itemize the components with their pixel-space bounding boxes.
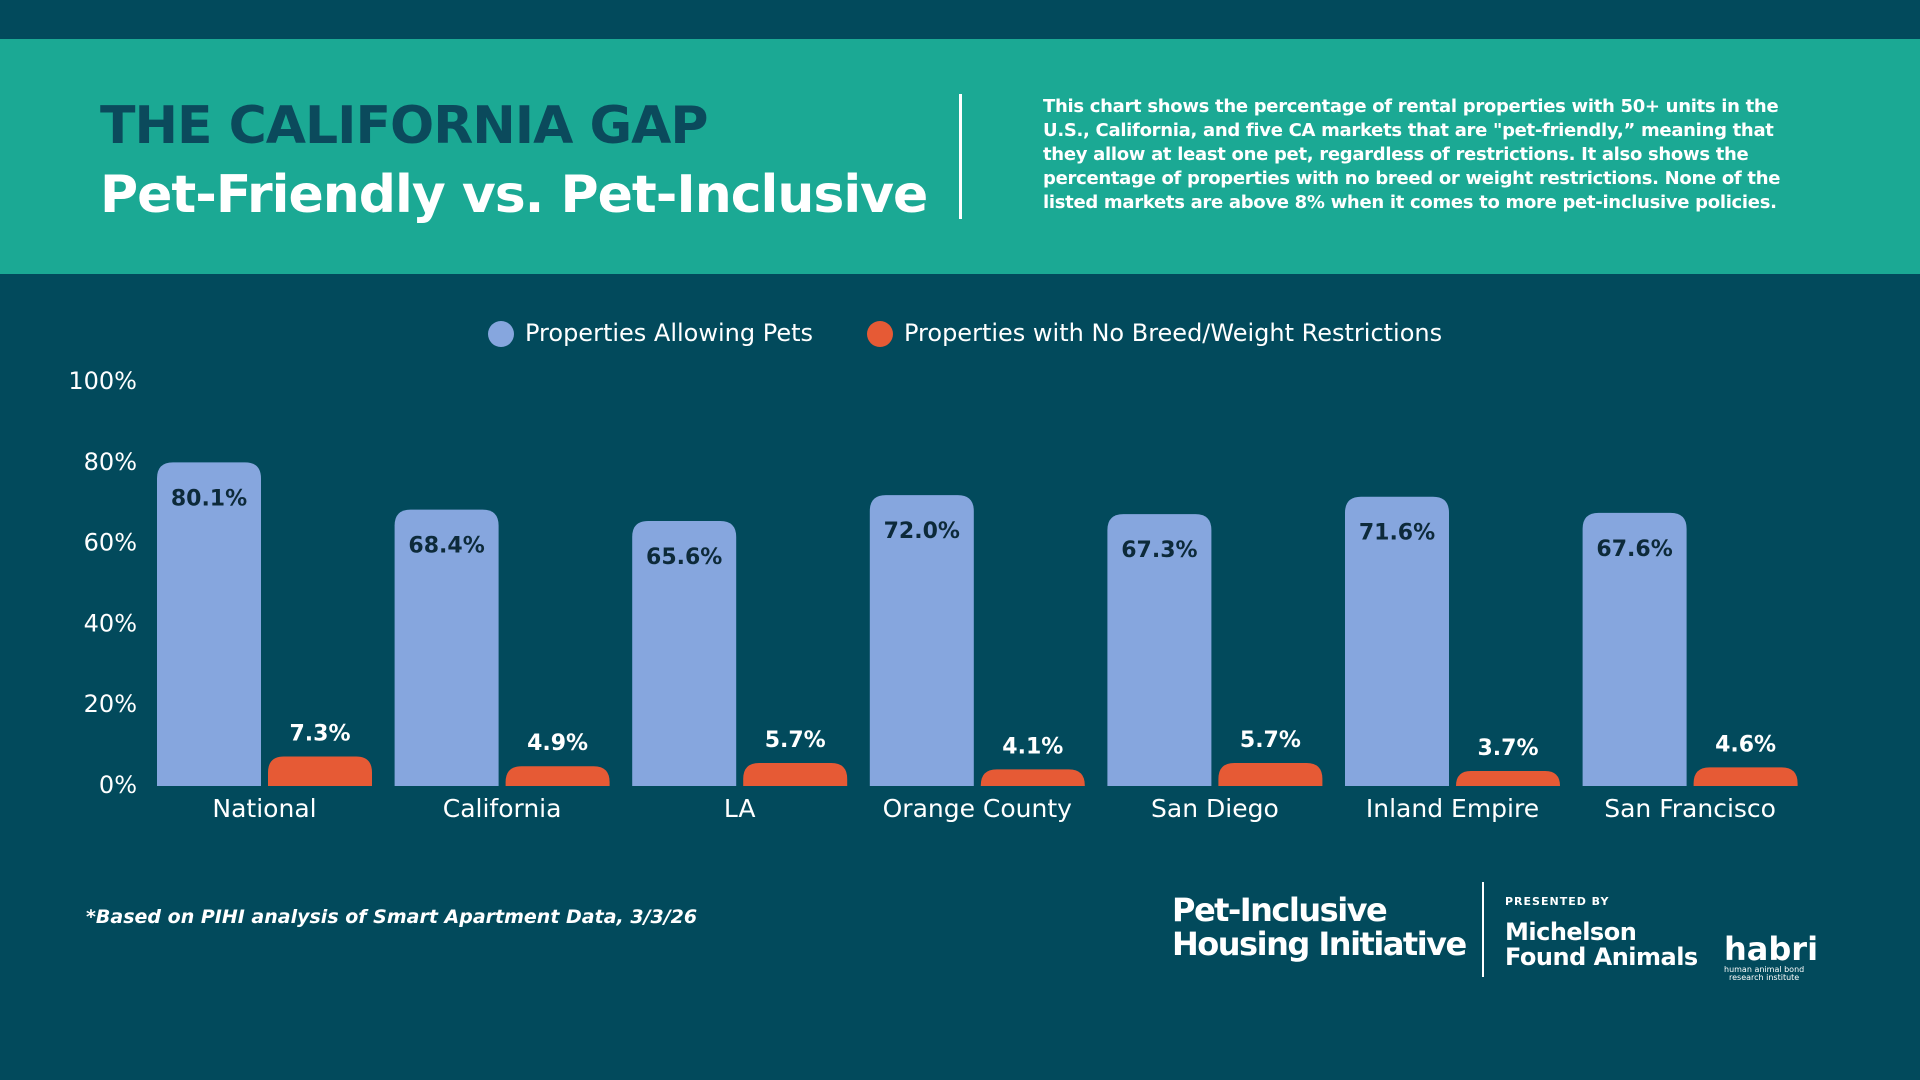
x-tick-label: Orange County — [883, 794, 1073, 823]
value-label: 68.4% — [408, 534, 484, 559]
legend-swatch — [488, 321, 514, 347]
description-line: listed markets are above 8% when it come… — [1043, 192, 1777, 213]
value-label: 5.7% — [765, 728, 826, 753]
value-label: 5.7% — [1240, 728, 1301, 753]
pihi-logo: Pet-Inclusive Housing Initiative — [1172, 891, 1467, 963]
description: This chart shows the percentage of renta… — [1043, 95, 1780, 215]
divider — [1482, 882, 1484, 977]
y-tick-label: 100% — [68, 367, 137, 395]
logo-text: Found Animals — [1505, 943, 1698, 971]
bar — [157, 462, 261, 786]
value-label: 65.6% — [646, 545, 722, 570]
bar — [980, 769, 1085, 786]
logo-text: Michelson — [1505, 918, 1637, 946]
value-label: 71.6% — [1359, 521, 1435, 546]
value-label: 67.3% — [1121, 538, 1197, 563]
logo-text: human animal bond — [1724, 965, 1805, 974]
habri-logo: habri — [1724, 930, 1819, 968]
value-label: 72.0% — [884, 519, 960, 544]
bar — [394, 509, 499, 786]
y-tick-label: 20% — [84, 690, 137, 718]
bar — [632, 520, 737, 786]
x-tick-label: Inland Empire — [1366, 794, 1539, 823]
x-tick-label: San Diego — [1151, 794, 1279, 823]
value-label: 4.1% — [1002, 734, 1063, 759]
x-tick-label: National — [212, 794, 316, 823]
value-label: 67.6% — [1596, 537, 1672, 562]
footnote: *Based on PIHI analysis of Smart Apartme… — [86, 906, 698, 928]
legend-label: Properties with No Breed/Weight Restrict… — [904, 319, 1442, 347]
bar — [743, 762, 848, 786]
logo-text: Pet-Inclusive — [1172, 891, 1388, 929]
habri-tagline: human animal bond research institute — [1724, 966, 1804, 982]
y-tick-label: 40% — [84, 609, 137, 637]
title: THE CALIFORNIA GAP — [100, 96, 709, 156]
description-line: U.S., California, and five CA markets th… — [1043, 120, 1774, 141]
value-label: 80.1% — [171, 486, 247, 511]
y-tick-label: 80% — [84, 448, 137, 476]
bar — [1218, 762, 1323, 786]
bar — [869, 495, 974, 786]
description-line: This chart shows the percentage of renta… — [1043, 96, 1779, 117]
bar — [1693, 767, 1798, 786]
y-tick-label: 0% — [99, 771, 137, 799]
legend-swatch — [867, 321, 893, 347]
value-label: 4.6% — [1715, 732, 1776, 757]
y-tick-label: 60% — [84, 529, 137, 557]
divider — [959, 94, 962, 219]
x-tick-label: LA — [724, 794, 756, 823]
value-label: 4.9% — [527, 731, 588, 756]
legend-label: Properties Allowing Pets — [525, 319, 813, 347]
presented-by: PRESENTED BY — [1505, 895, 1610, 908]
description-line: they allow at least one pet, regardless … — [1043, 144, 1749, 165]
bar — [268, 756, 372, 786]
bar — [1345, 496, 1449, 786]
michelson-logo: Michelson Found Animals — [1505, 920, 1698, 970]
x-tick-label: California — [443, 794, 562, 823]
logo-text: Housing Initiative — [1172, 925, 1467, 963]
bar — [1107, 514, 1212, 786]
value-label: 3.7% — [1477, 736, 1538, 761]
bar — [505, 766, 610, 786]
description-line: percentage of properties with no breed o… — [1043, 168, 1781, 189]
x-tick-label: San Francisco — [1604, 794, 1776, 823]
bar — [1456, 771, 1560, 786]
value-label: 7.3% — [289, 722, 350, 747]
logo-text: research institute — [1728, 973, 1800, 982]
bar — [1582, 512, 1687, 786]
subtitle: Pet-Friendly vs. Pet-Inclusive — [100, 165, 928, 225]
